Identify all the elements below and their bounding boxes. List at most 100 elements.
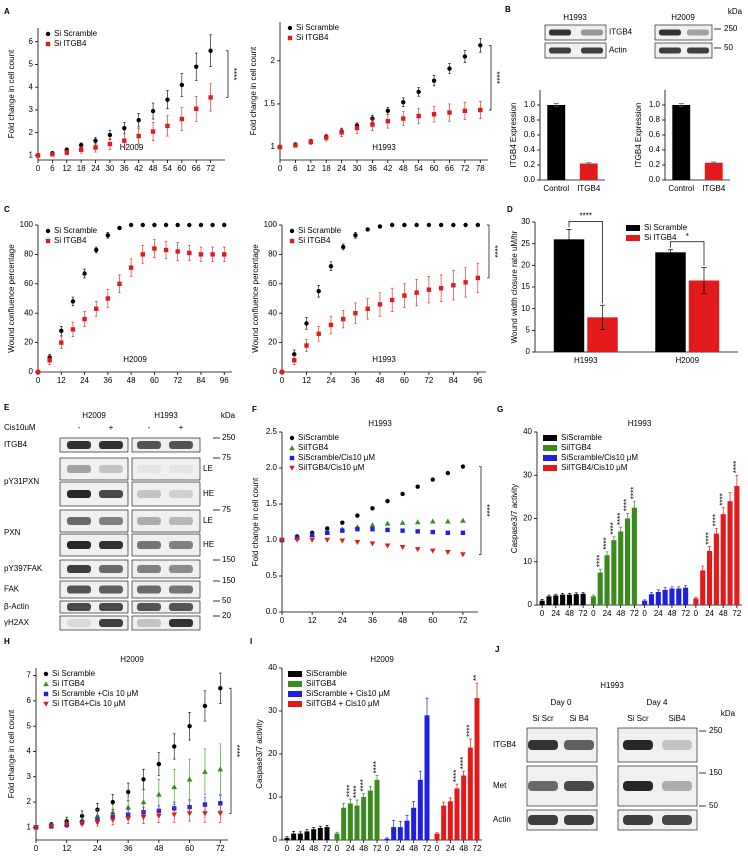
kda-label: kDa <box>721 709 736 718</box>
error-bar <box>735 474 739 487</box>
bar <box>676 588 682 605</box>
data-point <box>353 233 358 238</box>
band <box>528 815 558 825</box>
data-point <box>59 340 64 345</box>
blot-frame <box>131 580 201 599</box>
significance-label: **** <box>616 513 625 525</box>
y-tick-label: 60 <box>268 279 277 288</box>
band <box>169 565 193 573</box>
bar <box>474 698 480 840</box>
bar <box>317 827 323 840</box>
band <box>99 441 123 449</box>
data-point <box>399 519 406 525</box>
legend-swatch <box>288 671 302 677</box>
error-bar <box>553 103 559 107</box>
error-bar <box>540 599 544 601</box>
blot-frame <box>59 509 129 533</box>
y-tick-label: 10 <box>268 792 277 801</box>
data-point <box>94 247 99 253</box>
error-bar <box>312 827 316 830</box>
data-point <box>217 811 224 817</box>
x-tick-label: 12 <box>302 376 311 385</box>
data-point <box>50 152 55 157</box>
error-bar <box>561 592 565 595</box>
data-point <box>165 123 170 129</box>
data-point <box>430 529 435 535</box>
bar <box>683 587 689 605</box>
x-tick-label: 48 <box>565 609 574 618</box>
error-bar <box>355 799 359 806</box>
data-point <box>202 811 208 817</box>
data-point <box>125 816 131 822</box>
error-bar <box>668 249 674 256</box>
data-point <box>194 64 199 69</box>
x-tick-label: 6 <box>293 164 298 173</box>
x-tick-label: 24 <box>654 609 663 618</box>
data-point <box>389 222 395 228</box>
data-point <box>175 222 180 228</box>
data-point <box>429 548 436 554</box>
data-point <box>172 744 177 749</box>
kda-marker: 50 <box>222 596 231 605</box>
data-point <box>128 265 134 270</box>
data-point <box>35 153 41 158</box>
bar <box>397 827 403 840</box>
chart-title: H2009 <box>120 143 144 152</box>
data-point <box>400 528 405 533</box>
legend-label: Si ITGB4 <box>296 33 329 42</box>
data-point <box>460 552 466 558</box>
kda-label: kDa <box>728 7 743 16</box>
panel-label: G <box>497 405 503 414</box>
legend-marker <box>43 681 49 687</box>
legend-label: SiITGB4 <box>298 443 329 452</box>
legend-label: Si Scramble <box>54 29 98 38</box>
y-tick-label: 100 <box>20 220 34 229</box>
data-point <box>94 820 101 826</box>
bar <box>411 807 417 840</box>
bar <box>704 162 723 180</box>
x-tick-label: 36 <box>103 376 112 385</box>
kda-label: kDa <box>221 411 236 420</box>
x-tick-label: 60 <box>430 164 439 173</box>
data-point <box>414 547 421 553</box>
kda-marker: 150 <box>709 768 723 777</box>
significance-label: **** <box>232 745 241 757</box>
data-point <box>156 813 162 819</box>
data-point <box>414 519 421 525</box>
data-point <box>475 222 481 228</box>
error-bar <box>468 738 472 748</box>
data-point <box>152 222 157 228</box>
data-point <box>59 328 64 334</box>
data-point <box>429 518 436 524</box>
y-tick-label: 5 <box>29 60 34 69</box>
error-bar <box>435 832 439 834</box>
x-tick-label: 0 <box>642 609 647 618</box>
error-bar <box>598 568 602 573</box>
bar <box>672 105 691 180</box>
y-tick-label: 2.0 <box>266 463 278 472</box>
data-point <box>369 541 376 547</box>
data-point <box>110 799 116 805</box>
bar <box>341 807 347 840</box>
x-tick-label: 48 <box>375 376 384 385</box>
x-tick-label: 72 <box>732 609 741 618</box>
significance-bracket <box>568 221 603 304</box>
band <box>564 781 594 791</box>
band <box>67 603 91 611</box>
legend-label: Si Scramble <box>644 223 688 232</box>
data-point <box>110 817 116 823</box>
x-tick-label: 0 <box>385 844 390 853</box>
blot-frame <box>131 457 201 481</box>
legend-label: SiScramble/Cis10 μM <box>561 453 638 462</box>
x-tick-label: 24 <box>93 844 102 853</box>
x-tick-label: Control <box>668 184 694 193</box>
band <box>623 781 653 791</box>
protein-label: ITGB4 <box>4 440 28 449</box>
bar <box>693 598 699 605</box>
significance-label: **** <box>732 461 741 473</box>
significance-label: **** <box>705 532 714 544</box>
data-point <box>136 133 141 139</box>
band <box>581 47 603 54</box>
data-point <box>171 812 178 818</box>
x-tick-label: 24 <box>396 844 405 853</box>
